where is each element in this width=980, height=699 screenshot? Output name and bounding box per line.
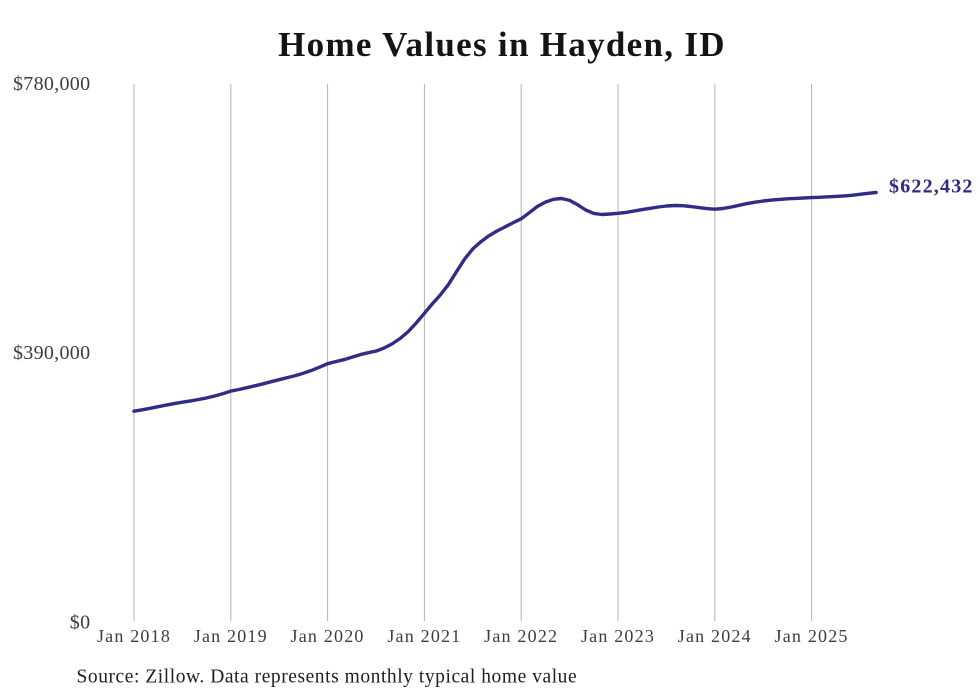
svg-text:$622,432: $622,432 [889,175,974,197]
svg-text:$390,000: $390,000 [13,342,90,364]
svg-text:Jan 2021: Jan 2021 [387,626,461,646]
svg-text:Jan 2023: Jan 2023 [581,626,655,646]
svg-text:Jan 2018: Jan 2018 [97,626,171,646]
svg-text:Jan 2025: Jan 2025 [775,626,849,646]
svg-text:Jan 2022: Jan 2022 [484,626,558,646]
svg-text:$0: $0 [70,612,91,634]
svg-text:Source: Zillow. Data represent: Source: Zillow. Data represents monthly … [77,667,578,688]
svg-text:$780,000: $780,000 [13,73,90,95]
svg-text:Home Values in Hayden, ID: Home Values in Hayden, ID [278,25,726,64]
svg-text:Jan 2024: Jan 2024 [678,626,752,646]
svg-text:Jan 2020: Jan 2020 [291,626,365,646]
svg-text:Jan 2019: Jan 2019 [194,626,268,646]
